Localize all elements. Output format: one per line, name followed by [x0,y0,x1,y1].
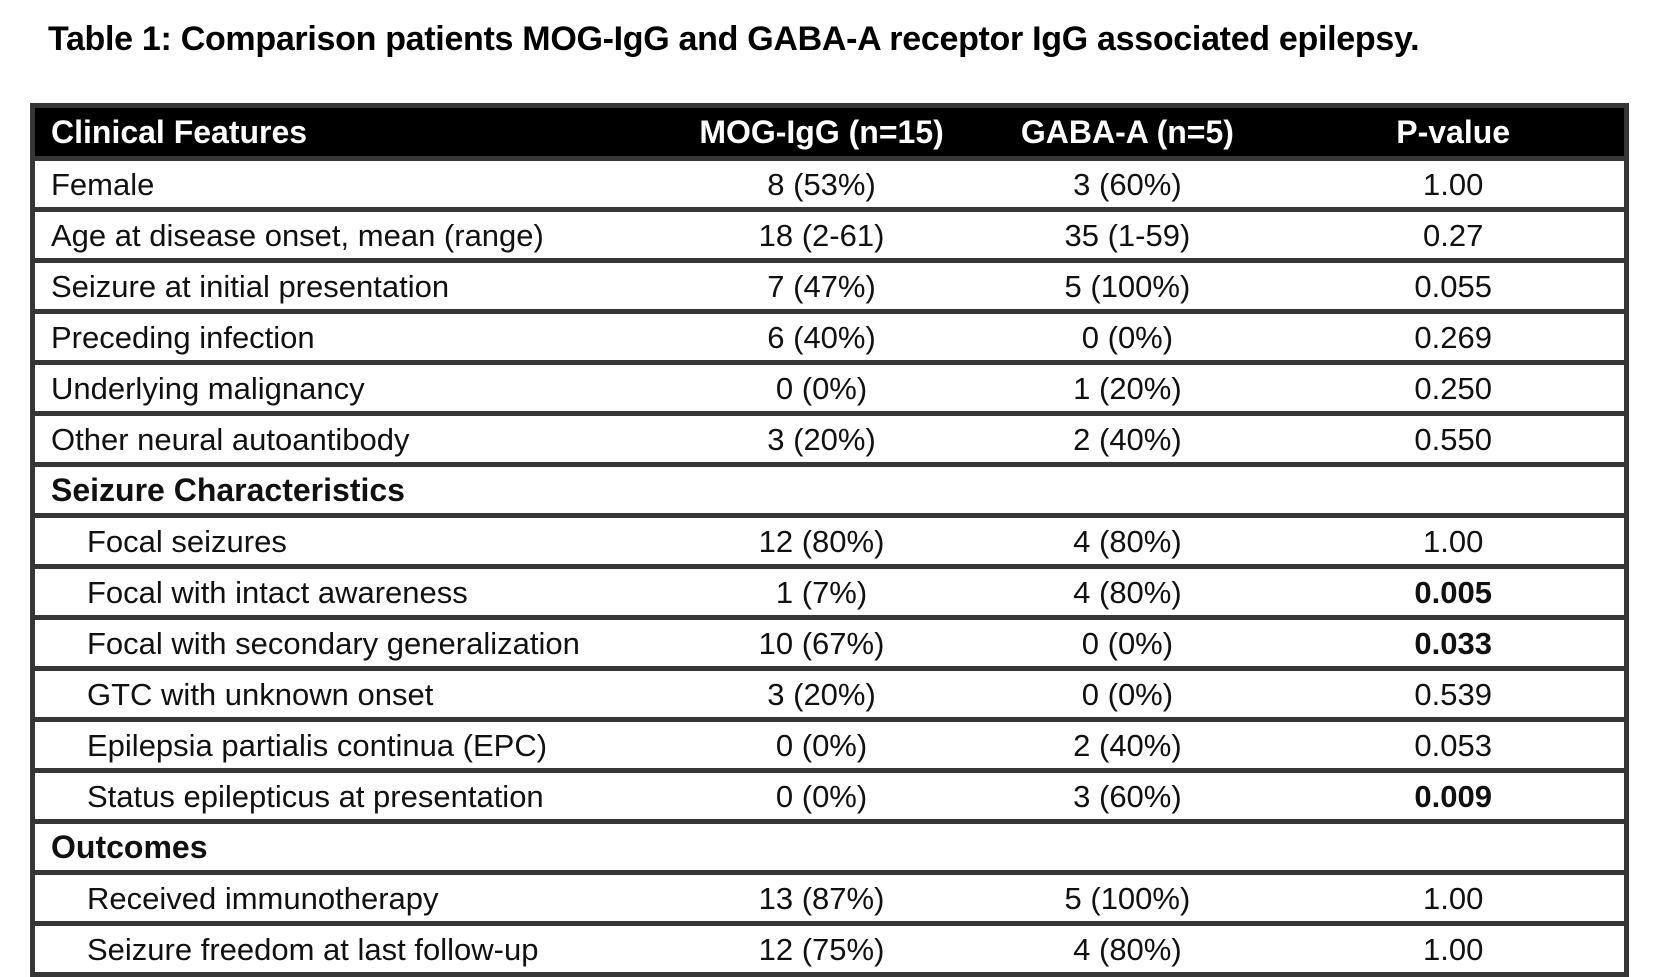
row-label: Epilepsia partialis continua (EPC) [87,727,548,763]
p-value: 0.053 [1414,727,1492,763]
p-value: 0.005 [1414,574,1492,610]
p-value: 0.009 [1414,778,1492,814]
gaba-value: 5 (100%) [1064,880,1191,916]
table-row: Focal with intact awareness 1 (7%) 4 (80%)… [35,564,1624,615]
row-label: Female [51,166,155,202]
mog-value: 3 (20%) [767,421,876,457]
mog-value: 3 (20%) [767,676,876,712]
row-label: Underlying malignancy [51,370,365,406]
table-header-row: Clinical Features MOG-IgG (n=15) GABA-A … [35,108,1624,156]
p-value [1282,824,1624,870]
mog-value: 18 (2-61) [758,217,885,253]
p-value [1282,467,1624,513]
gaba-value: 2 (40%) [1073,727,1182,763]
column-header-p-value: P-value [1396,114,1511,150]
gaba-value: 4 (80%) [1073,574,1182,610]
p-value: 0.269 [1414,319,1492,355]
table-row: GTC with unknown onset 3 (20%) 0 (0%) 0.539 [35,666,1624,717]
gaba-value: 35 (1-59) [1064,217,1191,253]
table-body: Female 8 (53%) 3 (60%) 1.00 Age at disease o… [35,156,1624,972]
p-value: 1.00 [1422,523,1484,559]
gaba-value: 4 (80%) [1073,523,1182,559]
row-label: Status epilepticus at presentation [87,778,544,814]
mog-value: 7 (47%) [767,268,876,304]
gaba-value [973,824,1283,870]
mog-value: 1 (7%) [775,574,868,610]
table-row: Underlying malignancy 0 (0%) 1 (20%) 0.250 [35,360,1624,411]
table-row: Status epilepticus at presentation 0 (0%)… [35,768,1624,819]
table-row: Epilepsia partialis continua (EPC) 0 (0%)… [35,717,1624,768]
p-value: 0.250 [1414,370,1492,406]
section-label: Outcomes [51,829,208,865]
table-row: Seizure at initial presentation 7 (47%) 5 … [35,258,1624,309]
row-label: GTC with unknown onset [87,676,434,712]
column-header-gaba-a: GABA-A (n=5) [1020,114,1234,150]
gaba-value: 5 (100%) [1064,268,1191,304]
row-label: Focal seizures [87,523,287,559]
row-label: Seizure at initial presentation [51,268,450,304]
table-row: Seizure freedom at last follow-up 12 (75%… [35,921,1624,972]
row-label: Age at disease onset, mean (range) [51,217,544,253]
p-value: 0.550 [1414,421,1492,457]
table-row: Received immunotherapy 13 (87%) 5 (100%) 1.… [35,870,1624,921]
gaba-value: 3 (60%) [1073,778,1182,814]
row-label: Seizure freedom at last follow-up [87,931,539,967]
gaba-value [973,467,1283,513]
comparison-table: Clinical Features MOG-IgG (n=15) GABA-A … [30,103,1629,977]
mog-value: 8 (53%) [767,166,876,202]
table-row: Age at disease onset, mean (range) 18 (2-… [35,207,1624,258]
section-header-row: Seizure Characteristics [35,462,1624,513]
gaba-value: 4 (80%) [1073,931,1182,967]
p-value: 0.033 [1414,625,1492,661]
gaba-value: 0 (0%) [1081,625,1174,661]
gaba-value: 3 (60%) [1073,166,1182,202]
row-label: Focal with intact awareness [87,574,468,610]
table-title: Table 1: Comparison patients MOG-IgG and… [48,20,1420,58]
p-value: 0.055 [1414,268,1492,304]
table-row: Female 8 (53%) 3 (60%) 1.00 [35,156,1624,207]
mog-value: 0 (0%) [775,727,868,763]
table-row: Focal with secondary generalization 10 (6… [35,615,1624,666]
mog-value: 0 (0%) [775,370,868,406]
mog-value: 13 (87%) [758,880,885,916]
mog-value: 12 (75%) [758,931,885,967]
gaba-value: 1 (20%) [1073,370,1182,406]
column-header-mog-igg: MOG-IgG (n=15) [699,114,944,150]
row-label: Other neural autoantibody [51,421,410,457]
gaba-value: 0 (0%) [1081,319,1174,355]
mog-value [671,824,973,870]
table-row: Other neural autoantibody 3 (20%) 2 (40%) 0… [35,411,1624,462]
table-row: Focal seizures 12 (80%) 4 (80%) 1.00 [35,513,1624,564]
row-label: Preceding infection [51,319,315,355]
gaba-value: 0 (0%) [1081,676,1174,712]
mog-value [671,467,973,513]
table-row: Preceding infection 6 (40%) 0 (0%) 0.269 [35,309,1624,360]
section-header-row: Outcomes [35,819,1624,870]
p-value: 1.00 [1422,166,1484,202]
mog-value: 6 (40%) [767,319,876,355]
mog-value: 10 (67%) [758,625,885,661]
section-label: Seizure Characteristics [51,472,405,508]
p-value: 1.00 [1422,931,1484,967]
p-value: 0.27 [1422,217,1484,253]
column-header-clinical-features: Clinical Features [51,114,308,150]
row-label: Received immunotherapy [87,880,439,916]
p-value: 1.00 [1422,880,1484,916]
mog-value: 12 (80%) [758,523,885,559]
row-label: Focal with secondary generalization [87,625,580,661]
p-value: 0.539 [1414,676,1492,712]
gaba-value: 2 (40%) [1073,421,1182,457]
mog-value: 0 (0%) [775,778,868,814]
